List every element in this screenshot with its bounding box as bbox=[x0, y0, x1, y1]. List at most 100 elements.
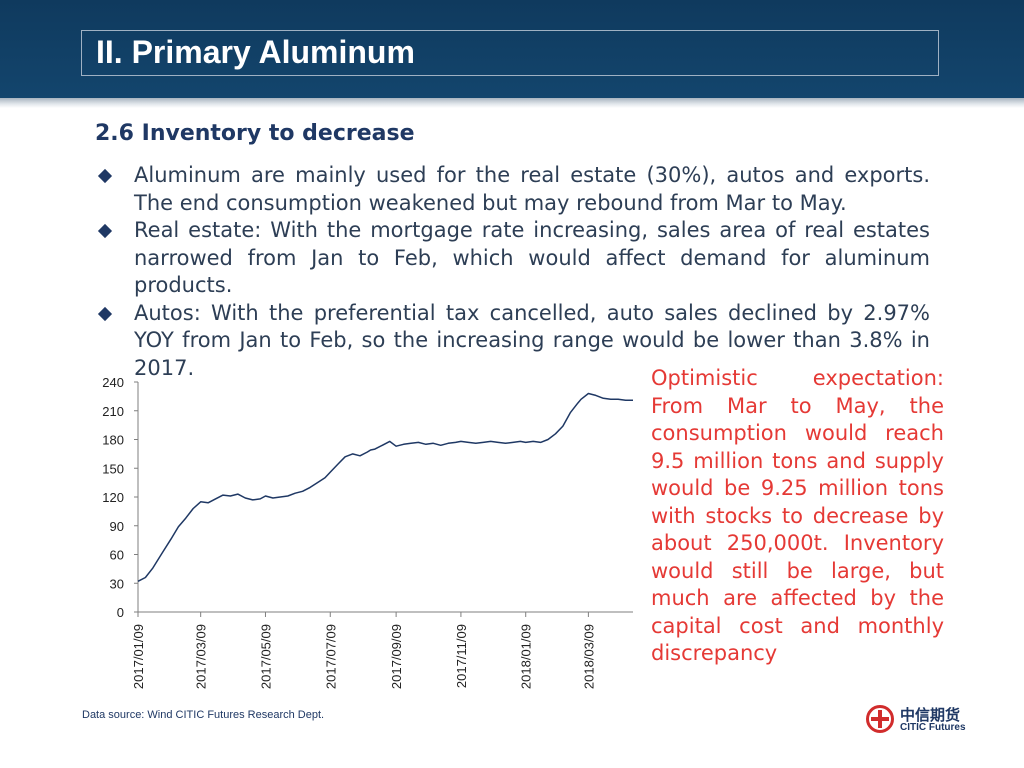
bullet-item: Real estate: With the mortgage rate incr… bbox=[96, 217, 930, 300]
data-point bbox=[490, 441, 492, 443]
data-point bbox=[272, 497, 274, 499]
page-title: II. Primary Aluminum bbox=[96, 34, 415, 70]
data-point bbox=[512, 442, 514, 444]
data-point bbox=[525, 442, 527, 444]
data-point bbox=[152, 567, 154, 569]
logo-english-name: CITIC Futures bbox=[900, 722, 966, 733]
x-tick-label: 2017/03/09 bbox=[194, 624, 209, 689]
data-point bbox=[555, 433, 557, 435]
data-point bbox=[403, 444, 405, 446]
data-point bbox=[588, 393, 590, 395]
y-tick-label: 150 bbox=[102, 461, 124, 476]
data-point bbox=[610, 399, 612, 401]
logo-chinese-name: 中信期货 bbox=[900, 706, 961, 724]
data-point bbox=[418, 442, 420, 444]
data-point bbox=[395, 445, 397, 447]
data-source-note: Data source: Wind CITIC Futures Research… bbox=[82, 709, 325, 721]
x-tick-label: 2017/11/09 bbox=[454, 624, 469, 688]
data-point bbox=[337, 464, 339, 466]
x-tick-label: 2017/01/09 bbox=[131, 624, 146, 689]
data-point bbox=[265, 495, 267, 497]
x-tick-label: 2018/01/09 bbox=[519, 624, 534, 689]
data-point bbox=[252, 499, 254, 501]
data-point bbox=[359, 455, 361, 457]
data-point bbox=[222, 494, 224, 496]
header-shadow bbox=[0, 98, 1024, 108]
data-point bbox=[230, 495, 232, 497]
x-tick-label: 2017/05/09 bbox=[258, 624, 273, 689]
data-point bbox=[259, 498, 261, 500]
y-tick-label: 240 bbox=[102, 375, 124, 390]
data-point bbox=[625, 399, 627, 401]
diamond-bullet-icon bbox=[97, 223, 113, 239]
data-point bbox=[374, 448, 376, 450]
data-point bbox=[287, 495, 289, 497]
section-title: 2.6 Inventory to decrease bbox=[95, 121, 415, 146]
header-bar bbox=[0, 0, 1024, 98]
data-point bbox=[580, 399, 582, 401]
data-point bbox=[245, 497, 247, 499]
data-point bbox=[280, 496, 282, 498]
data-point bbox=[200, 501, 202, 503]
data-point bbox=[447, 443, 449, 445]
data-point bbox=[632, 399, 634, 401]
data-point bbox=[352, 453, 354, 455]
data-point bbox=[389, 441, 391, 443]
data-point bbox=[425, 444, 427, 446]
data-point bbox=[324, 477, 326, 479]
data-point bbox=[170, 538, 172, 540]
data-point bbox=[162, 552, 164, 554]
data-point bbox=[440, 445, 442, 447]
x-tick-label: 2018/03/09 bbox=[581, 624, 596, 689]
data-point bbox=[577, 402, 579, 404]
y-tick-label: 120 bbox=[102, 490, 124, 505]
bullet-text: Aluminum are mainly used for the real es… bbox=[134, 163, 930, 215]
bullet-text: Autos: With the preferential tax cancell… bbox=[134, 300, 930, 380]
data-point bbox=[185, 517, 187, 519]
data-point bbox=[547, 439, 549, 441]
data-point bbox=[137, 581, 139, 583]
inventory-line-chart: 0 30 60 90 120 150 180 210 240 2017/01/09 2017/03/… bbox=[70, 368, 650, 718]
data-point bbox=[215, 498, 217, 500]
citic-logo-icon bbox=[866, 705, 894, 733]
inventory-series-line bbox=[137, 392, 633, 582]
x-tick-label: 2017/07/09 bbox=[323, 624, 338, 689]
data-point bbox=[540, 442, 542, 444]
data-point bbox=[603, 398, 605, 400]
data-point bbox=[344, 456, 346, 458]
data-point bbox=[192, 508, 194, 510]
y-tick-label: 0 bbox=[117, 605, 124, 620]
bullet-text: Real estate: With the mortgage rate incr… bbox=[134, 218, 930, 297]
data-point bbox=[370, 449, 372, 451]
citic-futures-logo: 中信期货 CITIC Futures bbox=[866, 703, 986, 737]
annotation-text: Optimistic expectation: From Mar to May,… bbox=[651, 366, 944, 665]
chart-svg: 0 30 60 90 120 150 180 210 240 2017/01/09 2017/03/… bbox=[102, 375, 634, 689]
data-point bbox=[294, 492, 296, 494]
data-point bbox=[505, 443, 507, 445]
diamond-bullet-icon bbox=[97, 306, 113, 321]
data-point bbox=[520, 441, 522, 443]
y-tick-label: 90 bbox=[110, 519, 124, 534]
data-point bbox=[178, 526, 180, 528]
bullet-list: Aluminum are mainly used for the real es… bbox=[96, 162, 930, 382]
data-point bbox=[330, 471, 332, 473]
data-point bbox=[475, 443, 477, 445]
bullet-item: Autos: With the preferential tax cancell… bbox=[96, 300, 930, 383]
y-tick-label: 30 bbox=[110, 576, 124, 591]
data-point bbox=[570, 412, 572, 414]
data-point bbox=[460, 441, 462, 443]
data-point bbox=[595, 395, 597, 397]
x-tick-label: 2017/09/09 bbox=[389, 624, 404, 689]
data-point bbox=[317, 482, 319, 484]
data-point bbox=[382, 445, 384, 447]
data-point bbox=[497, 442, 499, 444]
data-point bbox=[302, 491, 304, 493]
data-point bbox=[145, 577, 147, 579]
data-point bbox=[237, 493, 239, 495]
data-point bbox=[455, 442, 457, 444]
y-tick-label: 60 bbox=[110, 548, 124, 563]
data-point bbox=[309, 487, 311, 489]
diamond-bullet-icon bbox=[97, 168, 113, 184]
data-point bbox=[433, 443, 435, 445]
data-point bbox=[482, 442, 484, 444]
